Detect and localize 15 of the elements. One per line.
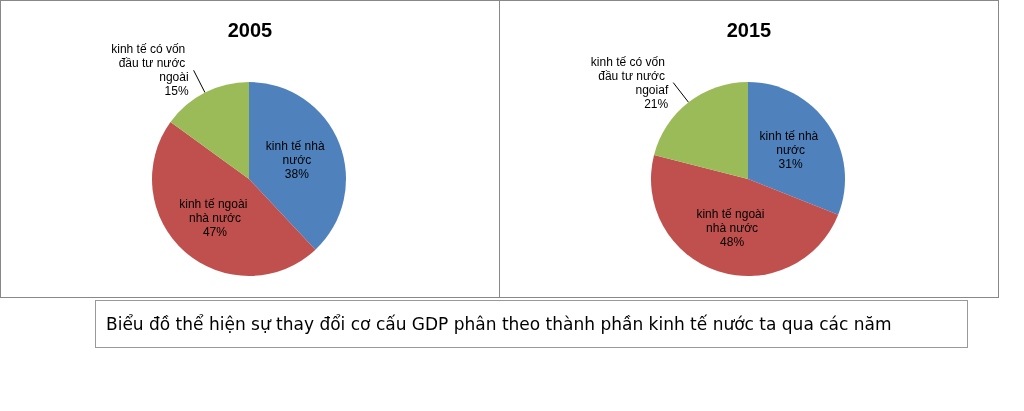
slice-label: kinh tế nhà nước — [265, 139, 328, 168]
data-label: 48% — [720, 234, 745, 249]
slice-label: kinh tế nhà nước — [759, 129, 822, 158]
slice-label: kinh tế có vốn đầu tư nước ngoiaf — [590, 54, 669, 97]
data-label: 47% — [202, 224, 228, 239]
text: Biểu đồ thể hiện sự thay đổi cơ cấu GDP phân theo thành phần kinh tế nước ta qua các năm — [95, 300, 968, 348]
data-label: 38% — [284, 167, 310, 182]
chart-title: 2015 — [726, 19, 772, 41]
slice-label: kinh tế có vốn đầu tư nước ngoài — [111, 42, 189, 85]
data-label: 21% — [644, 96, 669, 111]
data-label: 31% — [778, 157, 803, 172]
slice-label: kinh tế ngoài nhà nước — [179, 196, 251, 225]
slice-label: kinh tế ngoài nhà nước — [696, 206, 768, 235]
chart-title: 2005 — [227, 19, 273, 41]
data-label: 15% — [164, 84, 189, 99]
